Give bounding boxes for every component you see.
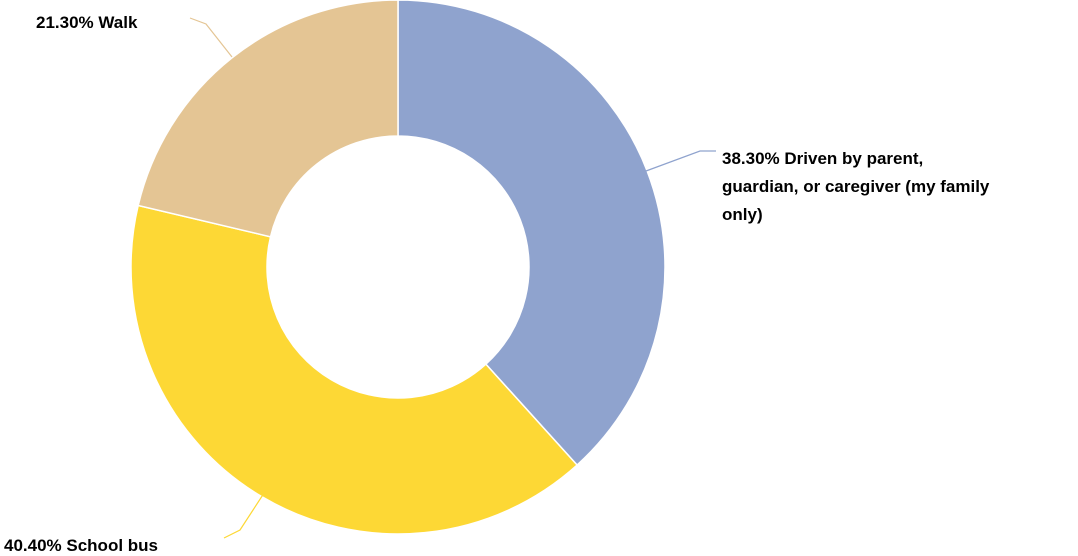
slice-label-1: 40.40% School bus [4,536,158,555]
slice-label-line: 40.40% School bus [4,536,158,555]
slice-label-0: 38.30% Driven by parent, guardian, or car… [722,149,990,224]
slice-label-line: 38.30% Driven by parent, [722,149,923,168]
chart-slices [130,0,666,535]
slice-label-2: 21.30% Walk [36,13,138,32]
chart-labels: 38.30% Driven by parent, guardian, or car… [4,13,990,555]
chart-leader-lines [189,17,716,539]
slice-label-line: guardian, or caregiver (my family [722,177,990,196]
slice-walk [137,0,399,238]
slice-label-line: only) [722,205,763,224]
slice-label-line: 21.30% Walk [36,13,138,32]
slice-school-bus [130,204,579,535]
slice-driven-by-parent-guardian-or-caregiver-my-family-only [397,0,666,467]
leader-line-2 [189,17,233,58]
leader-line-1 [223,486,269,539]
leader-line-0 [645,150,716,172]
